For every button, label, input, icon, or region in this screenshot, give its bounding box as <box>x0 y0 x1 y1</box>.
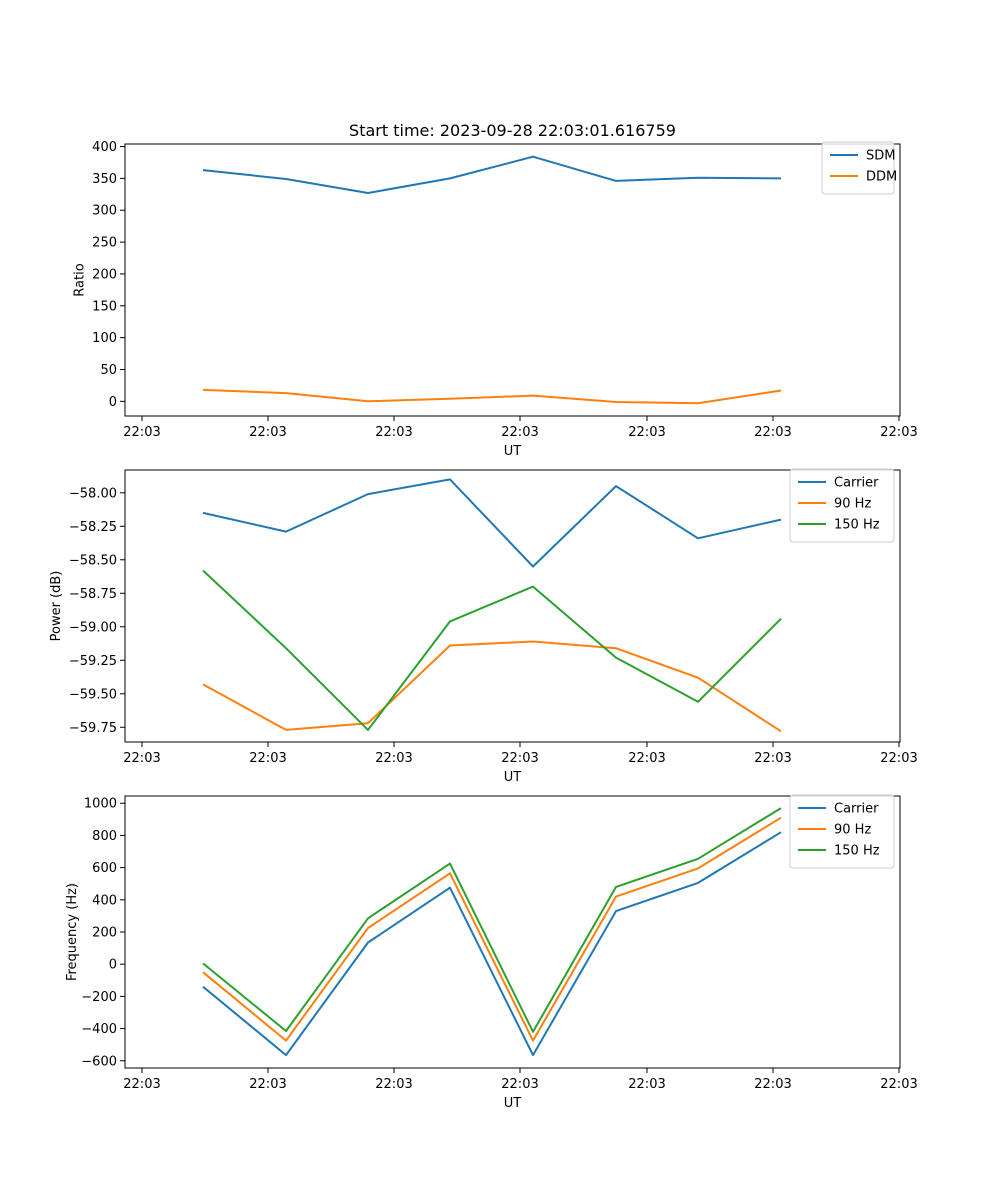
y-tick-label: −58.75 <box>69 587 117 602</box>
y-axis-label: Frequency (Hz) <box>65 883 80 981</box>
legend-label: DDM <box>866 170 897 185</box>
y-tick-label: −58.50 <box>69 553 117 568</box>
series-line-150-hz <box>202 569 782 731</box>
y-tick-label: −59.75 <box>69 721 117 736</box>
x-tick-label: 22:03 <box>754 425 791 440</box>
series-line-ddm <box>202 388 782 405</box>
y-tick-label: 200 <box>92 926 117 941</box>
y-tick-label: 100 <box>92 331 117 346</box>
x-tick-label: 22:03 <box>754 1077 791 1092</box>
legend: Carrier 90 Hz 150 Hz <box>789 794 895 869</box>
x-tick-label: 22:03 <box>628 425 665 440</box>
subplot-2: 22:03 22:03 22:03 22:03 22:03 22:03 22:03 UT −59… <box>49 468 918 785</box>
x-axis-label: UT <box>504 444 522 459</box>
y-tick-label: 250 <box>92 236 117 251</box>
legend-label: 150 Hz <box>834 518 880 533</box>
x-tick-label: 22:03 <box>501 425 538 440</box>
x-tick-label: 22:03 <box>375 425 412 440</box>
y-tick-label: 150 <box>92 299 117 314</box>
series-line-carrier <box>202 831 782 1057</box>
y-tick-label: 600 <box>92 861 117 876</box>
series-line-150-hz <box>202 807 782 1033</box>
x-tick-label: 22:03 <box>123 1077 160 1092</box>
y-tick-label: 1000 <box>84 797 117 812</box>
x-tick-label: 22:03 <box>375 751 412 766</box>
y-tick-label: 400 <box>92 140 117 155</box>
legend-label: Carrier <box>834 802 879 817</box>
y-tick-label: 50 <box>100 363 117 378</box>
legend-label: 90 Hz <box>834 823 871 838</box>
legend: Carrier 90 Hz 150 Hz <box>789 468 895 543</box>
chart-title: Start time: 2023-09-28 22:03:01.616759 <box>349 121 676 140</box>
y-tick-label: −200 <box>81 990 117 1005</box>
legend: SDM DDM <box>821 141 897 195</box>
legend-label: 90 Hz <box>834 497 871 512</box>
plot-area <box>124 469 901 743</box>
x-tick-label: 22:03 <box>249 1077 286 1092</box>
x-tick-label: 22:03 <box>123 425 160 440</box>
x-axis-label: UT <box>504 1096 522 1111</box>
series-line-90-hz <box>202 640 782 733</box>
x-tick-label: 22:03 <box>249 751 286 766</box>
y-axis-label: Power (dB) <box>49 571 64 642</box>
series-line-90-hz <box>202 816 782 1042</box>
y-tick-label: 0 <box>109 958 117 973</box>
y-tick-label: −59.25 <box>69 654 117 669</box>
subplot-3: 22:03 22:03 22:03 22:03 22:03 22:03 22:03 UT −60… <box>65 794 918 1111</box>
plot-area <box>124 795 901 1069</box>
series-line-sdm <box>202 155 782 194</box>
x-tick-label: 22:03 <box>501 751 538 766</box>
x-tick-label: 22:03 <box>628 751 665 766</box>
y-tick-label: 300 <box>92 204 117 219</box>
x-axis-label: UT <box>504 770 522 785</box>
y-tick-label: −59.00 <box>69 620 117 635</box>
x-tick-label: 22:03 <box>501 1077 538 1092</box>
y-tick-label: −58.00 <box>69 486 117 501</box>
y-tick-label: 800 <box>92 829 117 844</box>
y-axis-label: Ratio <box>73 263 88 296</box>
y-tick-label: 350 <box>92 172 117 187</box>
x-tick-label: 22:03 <box>628 1077 665 1092</box>
x-tick-label: 22:03 <box>375 1077 412 1092</box>
series-line-carrier <box>202 478 782 568</box>
y-tick-label: 400 <box>92 893 117 908</box>
legend-label: 150 Hz <box>834 844 880 859</box>
x-tick-label: 22:03 <box>249 425 286 440</box>
x-tick-label: 22:03 <box>880 1077 917 1092</box>
y-tick-label: −600 <box>81 1054 117 1069</box>
legend-label: Carrier <box>834 476 879 491</box>
legend-label: SDM <box>866 149 895 164</box>
y-tick-label: −59.50 <box>69 687 117 702</box>
y-tick-label: −400 <box>81 1022 117 1037</box>
y-tick-label: 200 <box>92 267 117 282</box>
x-tick-label: 22:03 <box>754 751 791 766</box>
x-tick-label: 22:03 <box>880 751 917 766</box>
y-tick-label: −58.25 <box>69 520 117 535</box>
y-tick-label: 0 <box>109 395 117 410</box>
x-tick-label: 22:03 <box>123 751 160 766</box>
subplot-1: Start time: 2023-09-28 22:03:01.616759 22… <box>73 121 918 459</box>
x-tick-label: 22:03 <box>880 425 917 440</box>
plot-area <box>124 143 901 417</box>
